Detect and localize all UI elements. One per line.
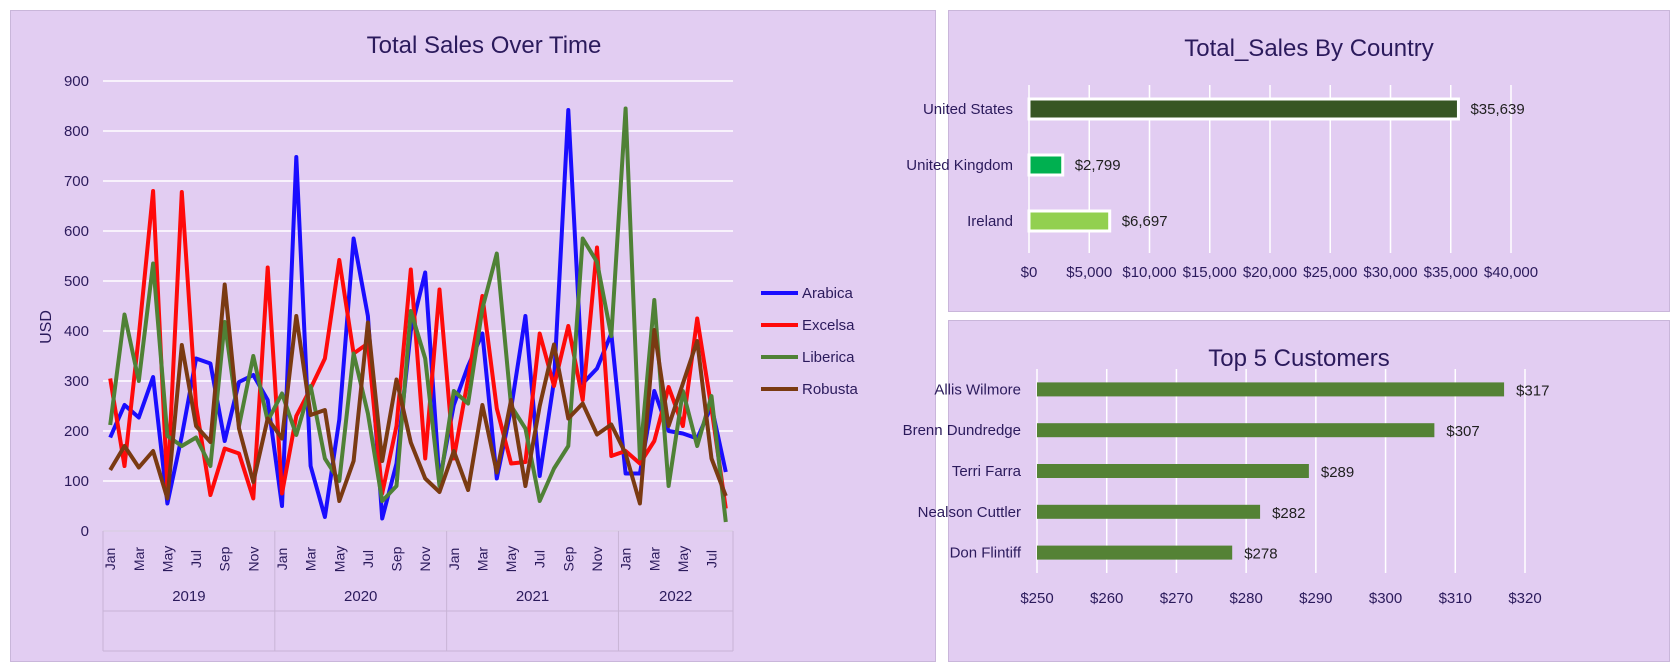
x-tick-label: Jan (446, 548, 462, 571)
value-label: $282 (1272, 505, 1305, 522)
x-tick-label: $15,000 (1183, 264, 1237, 281)
year-label: 2021 (516, 588, 549, 605)
x-tick-label: $280 (1229, 590, 1262, 607)
series-line-robusta (108, 282, 728, 506)
x-tick-label: Jul (360, 550, 376, 568)
bar (1037, 382, 1505, 397)
category-label: Don Flintiff (950, 545, 1022, 562)
x-tick-label: Jul (532, 550, 548, 568)
x-tick-label: $250 (1020, 590, 1053, 607)
value-label: $278 (1244, 546, 1277, 563)
value-label: $6,697 (1122, 213, 1168, 230)
category-label: United Kingdom (906, 157, 1013, 174)
x-tick-label: Sep (560, 546, 576, 571)
category-label: Terri Farra (952, 463, 1022, 480)
value-label: $289 (1321, 464, 1354, 481)
category-label: Allis Wilmore (934, 381, 1021, 398)
y-tick-label: 100 (64, 473, 89, 490)
x-tick-label: Jan (102, 548, 118, 571)
x-tick-label: Jan (274, 548, 290, 571)
x-tick-label: Sep (217, 546, 233, 571)
chart-title: Top 5 Customers (1208, 345, 1389, 372)
x-tick-label: $320 (1508, 590, 1541, 607)
x-tick-label: $310 (1439, 590, 1472, 607)
category-label: Nealson Cuttler (918, 504, 1021, 521)
x-tick-label: Jul (704, 550, 720, 568)
sales-by-country-chart: Total_Sales By Country $0 $5,000 $10,000 $1… (906, 35, 1538, 281)
series-line-liberica (108, 106, 728, 523)
value-label: $2,799 (1075, 157, 1121, 174)
x-tick-label: Mar (646, 547, 662, 571)
x-tick-label: May (331, 546, 347, 572)
year-label: 2022 (659, 588, 692, 605)
x-tick-label: Jul (188, 550, 204, 568)
x-tick-label: May (675, 546, 691, 572)
legend-label: Robusta (802, 381, 859, 398)
x-tick-label: $270 (1160, 590, 1193, 607)
bar (1027, 97, 1460, 121)
y-tick-label: 900 (64, 73, 89, 90)
x-tick-label: Mar (474, 547, 490, 571)
x-tick-label: $10,000 (1122, 264, 1176, 281)
y-tick-label: 700 (64, 173, 89, 190)
y-tick-label: 400 (64, 323, 89, 340)
y-tick-label: 200 (64, 423, 89, 440)
x-tick-label: Nov (589, 547, 605, 572)
category-label: United States (923, 101, 1013, 118)
y-tick-label: 300 (64, 373, 89, 390)
x-tick-label: $25,000 (1303, 264, 1357, 281)
bar (1037, 545, 1233, 560)
x-tick-label: Nov (417, 547, 433, 572)
sales-by-country-panel: Total_Sales By Country $0 $5,000 $10,000 $1… (906, 10, 1670, 312)
sales-over-time-chart: Total Sales Over Time USD 0 100 200 300 400 5… (38, 32, 859, 652)
bar (1037, 423, 1435, 438)
x-tick-label: Mar (303, 547, 319, 571)
year-label: 2020 (344, 588, 377, 605)
y-tick-label: 500 (64, 273, 89, 290)
top-customers-panel: Top 5 Customers $250 $260 $270 $280 $290 $300… (903, 320, 1670, 662)
y-tick-label: 800 (64, 123, 89, 140)
x-tick-label: Sep (389, 546, 405, 571)
y-axis-label: USD (38, 310, 55, 344)
x-tick-label: $300 (1369, 590, 1402, 607)
y-tick-label: 0 (81, 523, 89, 540)
value-label: $35,639 (1470, 101, 1524, 118)
x-tick-label: Mar (131, 547, 147, 571)
x-tick-label: May (159, 546, 175, 572)
value-label: $317 (1516, 382, 1549, 399)
x-tick-label: Nov (245, 547, 261, 572)
x-tick-label: May (503, 546, 519, 572)
value-label: $307 (1446, 423, 1479, 440)
x-tick-label: $290 (1299, 590, 1332, 607)
bar (1027, 153, 1065, 177)
x-tick-label: $40,000 (1484, 264, 1538, 281)
sales-over-time-panel: Total Sales Over Time USD 0 100 200 300 400 5… (10, 10, 936, 662)
category-label: Ireland (967, 213, 1013, 230)
x-tick-label: $0 (1021, 264, 1038, 281)
x-tick-label: Jan (618, 548, 634, 571)
bar (1037, 504, 1261, 519)
x-tick-label: $260 (1090, 590, 1123, 607)
year-label: 2019 (172, 588, 205, 605)
bar (1027, 209, 1112, 233)
chart-title: Total_Sales By Country (1184, 35, 1433, 62)
category-label: Brenn Dundredge (903, 422, 1021, 439)
legend-label: Liberica (802, 349, 855, 366)
bar (1037, 464, 1309, 478)
chart-title: Total Sales Over Time (367, 32, 602, 59)
x-tick-label: $35,000 (1424, 264, 1478, 281)
x-tick-label: $5,000 (1066, 264, 1112, 281)
legend-label: Excelsa (802, 317, 855, 334)
top-customers-chart: Top 5 Customers $250 $260 $270 $280 $290 $300… (903, 345, 1550, 607)
legend-label: Arabica (802, 285, 854, 302)
y-tick-label: 600 (64, 223, 89, 240)
x-tick-label: $20,000 (1243, 264, 1297, 281)
x-tick-label: $30,000 (1363, 264, 1417, 281)
